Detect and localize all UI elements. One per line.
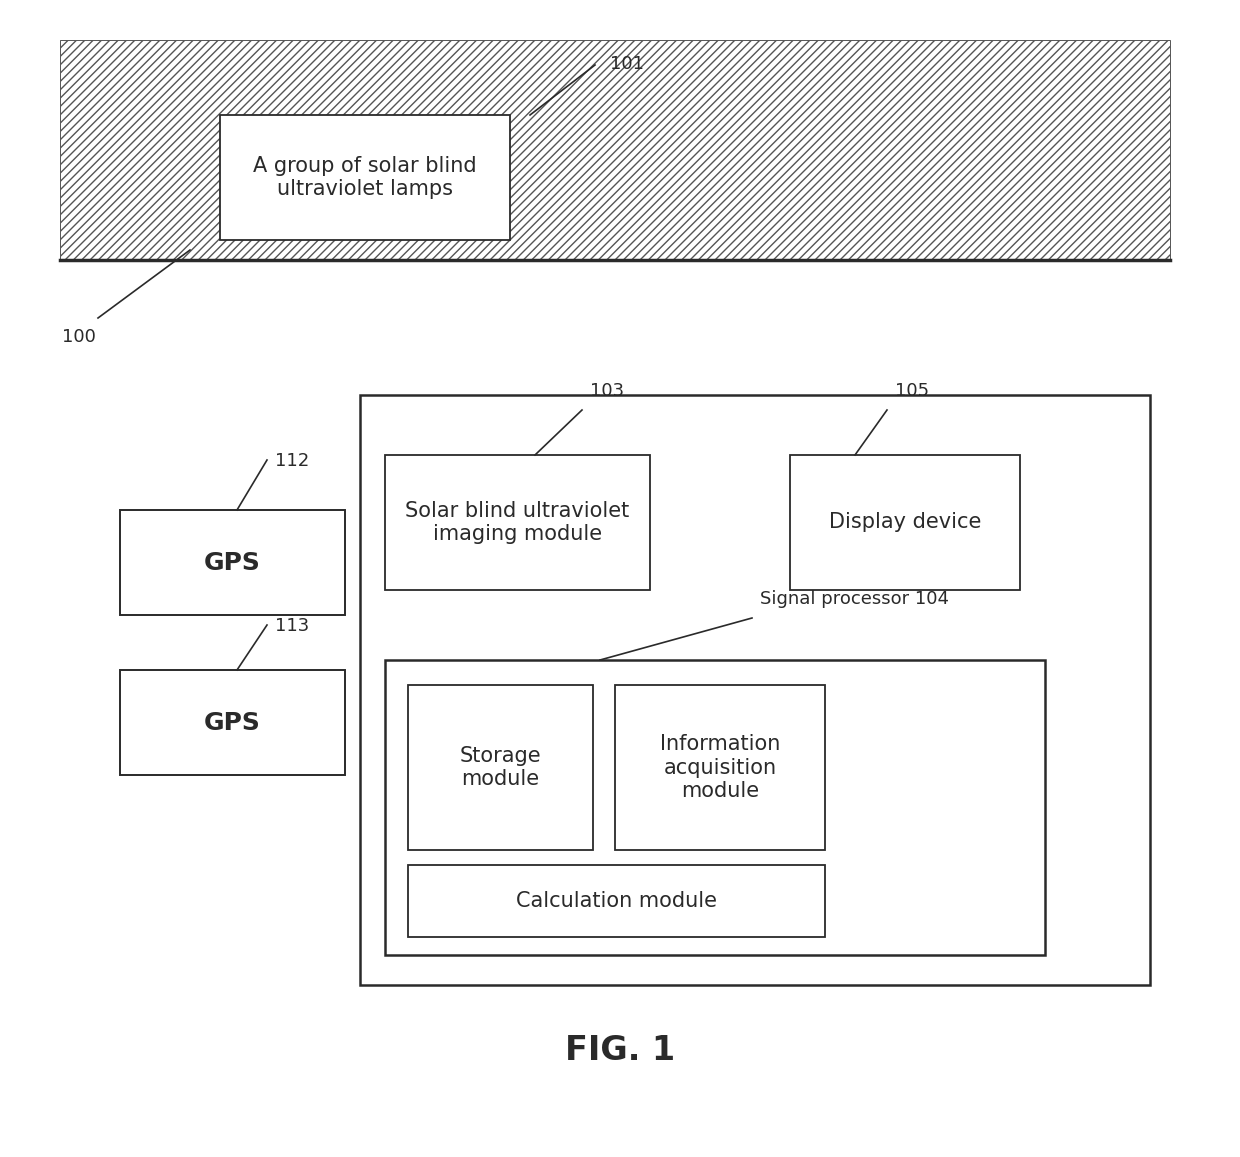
FancyBboxPatch shape: [120, 670, 345, 775]
Text: Solar blind ultraviolet
imaging module: Solar blind ultraviolet imaging module: [405, 501, 630, 544]
Text: Information
acquisition
module: Information acquisition module: [660, 735, 780, 801]
FancyBboxPatch shape: [408, 685, 593, 850]
Text: 105: 105: [895, 382, 929, 400]
FancyBboxPatch shape: [384, 455, 650, 590]
Text: 103: 103: [590, 382, 624, 400]
FancyBboxPatch shape: [790, 455, 1021, 590]
FancyBboxPatch shape: [60, 40, 1171, 260]
Text: Storage
module: Storage module: [460, 746, 542, 789]
Text: GPS: GPS: [205, 710, 260, 735]
FancyBboxPatch shape: [120, 510, 345, 616]
Text: 112: 112: [275, 452, 309, 470]
Text: 100: 100: [62, 327, 95, 346]
Text: GPS: GPS: [205, 551, 260, 575]
Text: 101: 101: [610, 56, 644, 73]
FancyBboxPatch shape: [615, 685, 825, 850]
FancyBboxPatch shape: [408, 865, 825, 937]
FancyBboxPatch shape: [360, 395, 1149, 985]
Text: Display device: Display device: [828, 513, 981, 532]
Text: 113: 113: [275, 617, 309, 635]
Text: FIG. 1: FIG. 1: [565, 1033, 675, 1067]
FancyBboxPatch shape: [384, 659, 1045, 955]
Text: Calculation module: Calculation module: [516, 891, 717, 911]
Text: Signal processor 104: Signal processor 104: [760, 590, 949, 607]
Text: A group of solar blind
ultraviolet lamps: A group of solar blind ultraviolet lamps: [253, 156, 477, 199]
FancyBboxPatch shape: [219, 115, 510, 239]
